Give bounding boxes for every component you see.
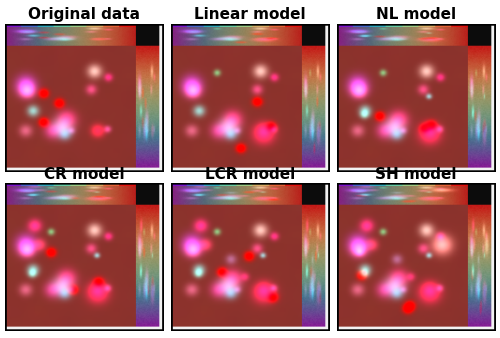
- Title: SH model: SH model: [375, 167, 456, 182]
- Title: NL model: NL model: [376, 7, 456, 23]
- Title: Linear model: Linear model: [194, 7, 306, 23]
- Title: CR model: CR model: [44, 167, 124, 182]
- Title: LCR model: LCR model: [205, 167, 295, 182]
- Title: Original data: Original data: [28, 7, 140, 23]
